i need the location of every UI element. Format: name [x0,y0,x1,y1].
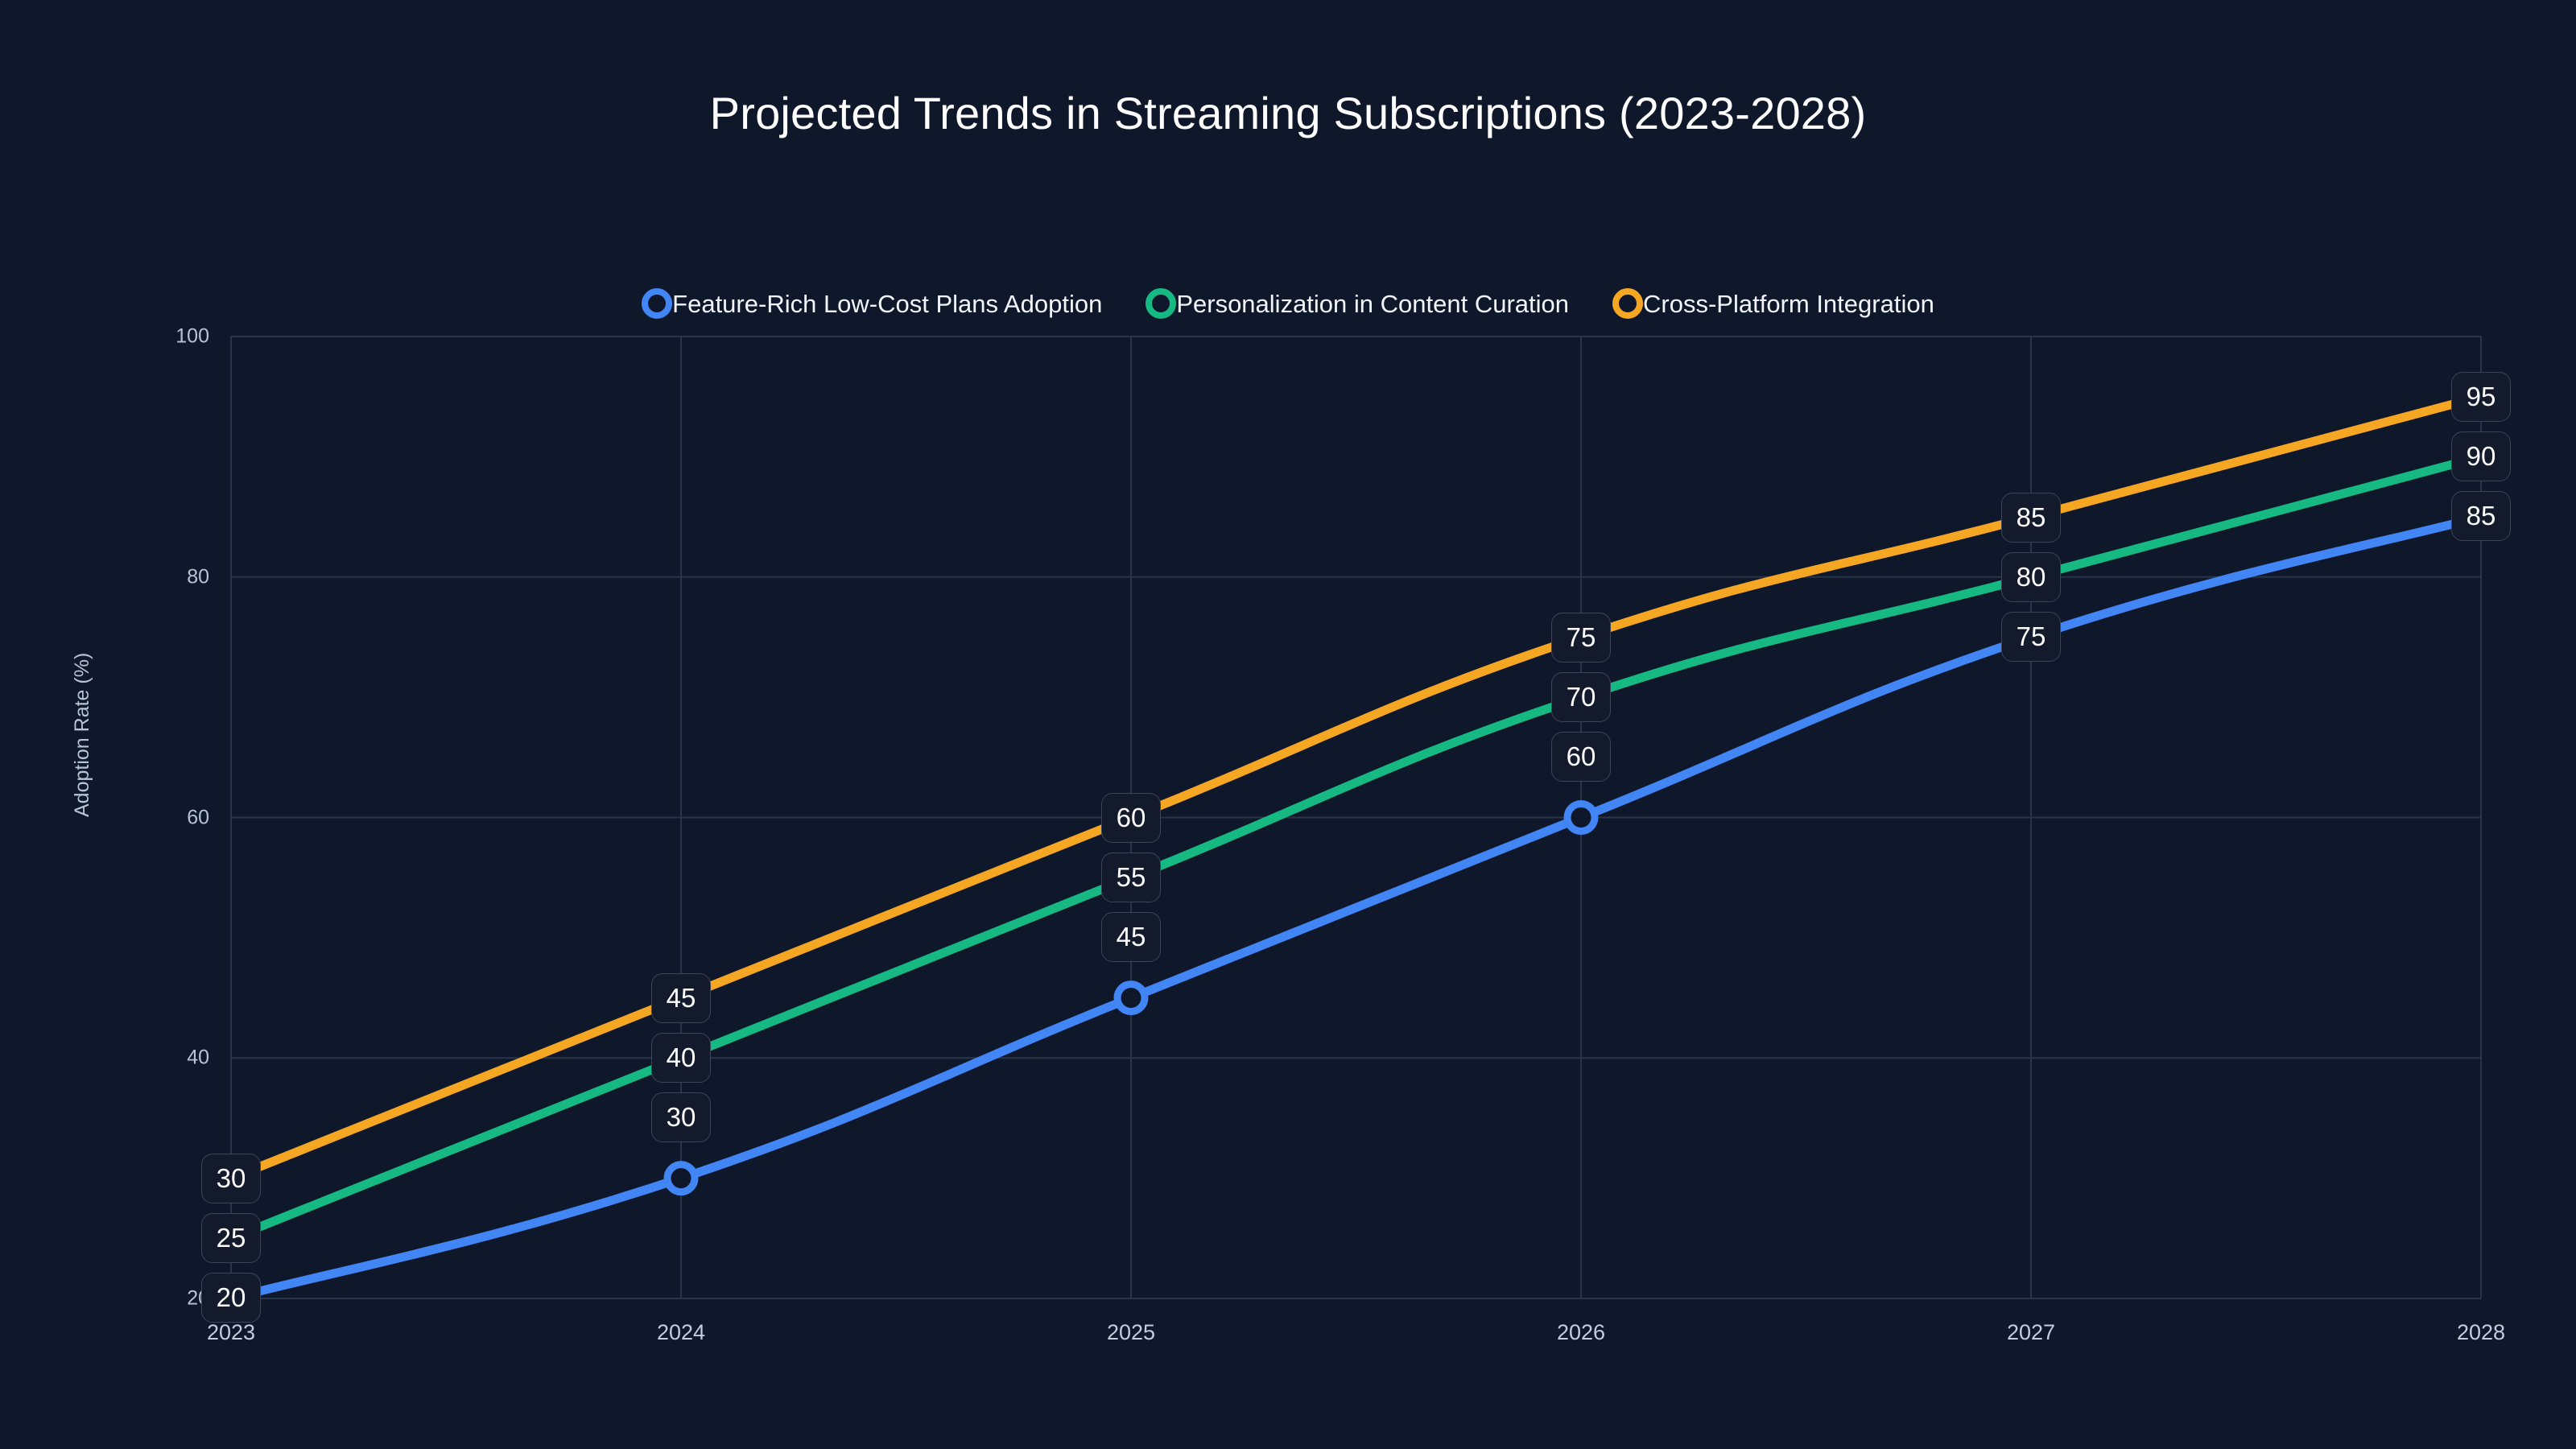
data-label: 85 [2451,491,2511,542]
legend-item-label: Feature-Rich Low-Cost Plans Adoption [672,289,1103,318]
data-label: 30 [651,1092,711,1143]
data-point-marker[interactable] [1113,980,1149,1016]
plot-svg [213,336,2499,1316]
y-tick-label: 60 [187,806,209,828]
legend-marker-icon [642,288,673,319]
data-label: 25 [201,1213,261,1264]
data-label: 30 [201,1154,261,1204]
data-label: 45 [1101,912,1161,963]
data-label: 95 [2451,372,2511,423]
series-2 [226,392,2486,1183]
data-label: 20 [201,1273,261,1323]
x-tick-label: 2027 [2006,1320,2056,1344]
series-line [226,452,2486,1243]
y-tick-label: 100 [175,324,209,348]
data-label: 60 [1101,793,1161,844]
series-line [226,392,2486,1183]
series-2-markers [213,379,2499,1196]
series-1-markers [213,439,2499,1256]
x-tick-label: 2024 [656,1320,706,1344]
x-tick-label: 2025 [1106,1320,1156,1344]
legend-item-0[interactable]: Feature-Rich Low-Cost Plans Adoption [642,288,1102,319]
legend-marker-icon [1146,288,1177,319]
series-1 [226,452,2486,1243]
legend-item-1[interactable]: Personalization in Content Curation [1146,288,1569,319]
data-label: 70 [1551,672,1611,723]
y-axis-title: Adoption Rate (%) [71,652,93,817]
chart-legend: Feature-Rich Low-Cost Plans Adoption Pers… [0,288,2576,319]
x-tick-label: 2023 [206,1320,256,1344]
data-label: 75 [2001,611,2061,662]
legend-item-label: Personalization in Content Curation [1176,289,1570,318]
series-0 [226,512,2486,1303]
data-label: 80 [2001,551,2061,602]
legend-item-2[interactable]: Cross-Platform Integration [1612,288,1934,319]
chart-title: Projected Trends in Streaming Subscripti… [709,88,1867,138]
data-label: 60 [1551,732,1611,782]
grid-lines [230,336,2482,1299]
data-label: 40 [651,1033,711,1084]
data-label: 55 [1101,852,1161,903]
plot-area: 30 25 20 45 40 30 60 55 45 75 70 60 85 80 75 95 90 85 [201,336,2511,1323]
y-tick-label: 40 [187,1046,209,1069]
data-point-marker[interactable] [663,1161,699,1196]
legend-item-label: Cross-Platform Integration [1643,289,1934,318]
y-tick-label: 80 [187,565,209,588]
y-axis-ticks: 20 40 60 80 100 [145,325,209,1310]
data-label: 90 [2451,431,2511,482]
data-point-marker[interactable] [1563,800,1599,835]
x-tick-label: 2028 [2456,1320,2506,1344]
x-axis-ticks: 2023 2024 2025 2026 2027 2028 [207,1320,2505,1352]
legend-marker-icon [1612,288,1644,319]
x-tick-label: 2026 [1556,1320,1606,1344]
data-label: 75 [1551,613,1611,663]
data-label: 45 [651,973,711,1024]
series-line [226,512,2486,1303]
data-label: 85 [2001,492,2061,543]
